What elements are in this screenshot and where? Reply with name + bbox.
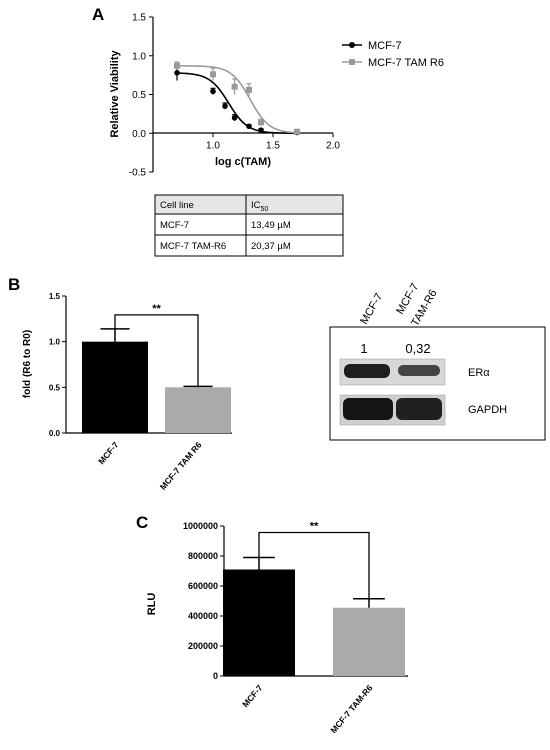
panel-a-y-tick-label: 0.5 xyxy=(132,90,146,101)
blot-era-band-lane-1 xyxy=(344,364,390,378)
panel-c-y-label: RLU xyxy=(146,593,158,616)
panel-a-x-tick-label: 1.0 xyxy=(206,140,220,151)
panel-a-y-ticks: -0.5 0.0 0.5 1.0 1.5 xyxy=(129,13,153,179)
panel-c-y-tick-label: 800000 xyxy=(188,551,218,561)
legend-mcf7-label: MCF-7 xyxy=(368,40,402,52)
panel-b-significance-bracket xyxy=(114,314,199,387)
data-point-mcf7 xyxy=(246,123,252,130)
ic50-table: Cell line IC50 MCF-7 13,49 µM MCF-7 TAM-… xyxy=(154,194,344,257)
ic50-row-1-value: 13,49 µM xyxy=(251,220,291,231)
panel-a-y-label: Relative Viability xyxy=(109,50,121,138)
blot-gapdh-band-lane-2 xyxy=(396,398,442,420)
panel-a-x-tick-label: 2.0 xyxy=(326,140,340,151)
panel-a-chart: -0.5 0.0 0.5 1.0 1.5 1.0 1.5 2.0 Relative Viab… xyxy=(109,13,340,179)
panel-b-y-label: fold (R6 to R0) xyxy=(22,330,33,398)
blot-gapdh-band-lane-1 xyxy=(343,398,393,420)
legend-mcf7-marker xyxy=(349,42,355,48)
panel-c-letter: C xyxy=(136,513,148,532)
panel-c-bars: MCF-7 MCF-7 TAM-R6 ** xyxy=(223,521,405,735)
panel-a-series xyxy=(174,61,300,136)
panel-c-significance-label: ** xyxy=(310,521,319,533)
panel-a-y-tick-label: -0.5 xyxy=(129,168,147,179)
blot-quant-lane-2: 0,32 xyxy=(405,341,430,356)
panel-b-chart: 0.0 0.5 1.0 1.5 MCF-7 MCF-7 TAM R6 ** fold (R… xyxy=(22,292,232,492)
ic50-row-2-cell-line: MCF-7 TAM-R6 xyxy=(160,241,226,252)
blot-quant-lane-1: 1 xyxy=(360,341,367,356)
panel-b-category-label-1: MCF-7 xyxy=(96,440,121,467)
ic50-table-header-bg xyxy=(155,195,343,214)
data-point-tamr6 xyxy=(210,71,216,78)
legend-tamr6-marker xyxy=(349,59,355,65)
panel-c-y-tick-label: 1000000 xyxy=(183,521,218,531)
blot-gapdh-label: GAPDH xyxy=(468,404,507,416)
ic50-row-1-cell-line: MCF-7 xyxy=(160,220,189,231)
data-point-tamr6 xyxy=(258,119,264,126)
ic50-table-border xyxy=(154,194,344,257)
western-blot: MCF-7 MCF-7 TAM-R6 1 0,32 ERα GAPDH xyxy=(329,281,546,441)
panel-b-y-tick-label: 1.5 xyxy=(49,292,61,301)
panel-c-y-tick-label: 600000 xyxy=(188,581,218,591)
ic50-header-subscript: 50 xyxy=(261,206,269,213)
panel-c-bar-2 xyxy=(333,607,405,676)
panel-a-y-tick-label: 1.0 xyxy=(132,51,146,62)
panel-c-category-label-2: MCF-7 TAM-R6 xyxy=(328,683,374,735)
legend-tamr6-label: MCF-7 TAM R6 xyxy=(368,57,444,69)
panel-a-legend: MCF-7 MCF-7 TAM R6 xyxy=(342,40,444,69)
panel-c-y-tick-label: 200000 xyxy=(188,641,218,651)
panel-a-letter: A xyxy=(92,5,104,24)
ic50-header-ic: IC xyxy=(251,200,261,211)
panel-c-bar-1 xyxy=(223,569,295,676)
data-point-mcf7 xyxy=(174,70,180,76)
panel-b-bar-1 xyxy=(82,341,148,433)
data-point-tamr6 xyxy=(246,86,252,93)
blot-era-label: ERα xyxy=(468,367,490,379)
panel-c-y-tick-label: 0 xyxy=(213,671,218,681)
data-point-mcf7 xyxy=(222,103,228,109)
data-point-mcf7 xyxy=(231,114,238,121)
panel-b-y-tick-label: 0.0 xyxy=(49,429,61,438)
panel-c-y-ticks: 0 200000 400000 600000 800000 1000000 xyxy=(183,521,224,681)
panel-b-significance-label: ** xyxy=(152,303,161,315)
panel-a-y-tick-label: 1.5 xyxy=(132,13,146,24)
ic50-table-header-cell-line: Cell line xyxy=(160,200,194,211)
data-point-mcf7 xyxy=(258,127,264,133)
panel-b-y-tick-label: 0.5 xyxy=(49,383,61,392)
panel-b-category-label-2: MCF-7 TAM R6 xyxy=(158,440,204,492)
panel-a-y-tick-label: 0.0 xyxy=(132,129,146,140)
ic50-table-header-ic50: IC50 xyxy=(251,200,268,213)
series-mcf7-curve xyxy=(176,72,298,135)
data-point-tamr6 xyxy=(174,62,180,69)
panel-c-y-tick-label: 400000 xyxy=(188,611,218,621)
panel-c-category-label-1: MCF-7 xyxy=(240,683,265,710)
panel-b-bars: MCF-7 MCF-7 TAM R6 ** xyxy=(82,303,231,492)
series-tamr6-curve xyxy=(176,65,298,134)
panel-c-significance-bracket xyxy=(258,531,370,599)
panel-a-x-ticks: 1.0 1.5 2.0 xyxy=(206,133,340,151)
panel-a-x-tick-label: 1.5 xyxy=(266,140,280,151)
blot-lane-1-label: MCF-7 xyxy=(358,291,385,326)
blot-era-band-lane-2 xyxy=(398,365,440,376)
data-point-tamr6 xyxy=(231,83,238,90)
panel-b-letter: B xyxy=(8,275,20,294)
panel-a-x-label: log c(TAM) xyxy=(215,156,271,168)
data-point-tamr6 xyxy=(294,128,300,135)
panel-b-y-tick-label: 1.0 xyxy=(49,338,61,347)
panel-b-y-ticks: 0.0 0.5 1.0 1.5 xyxy=(49,292,66,438)
data-point-mcf7 xyxy=(210,88,216,95)
panel-b-bar-2 xyxy=(165,387,231,433)
ic50-row-2-value: 20,37 µM xyxy=(251,241,291,252)
